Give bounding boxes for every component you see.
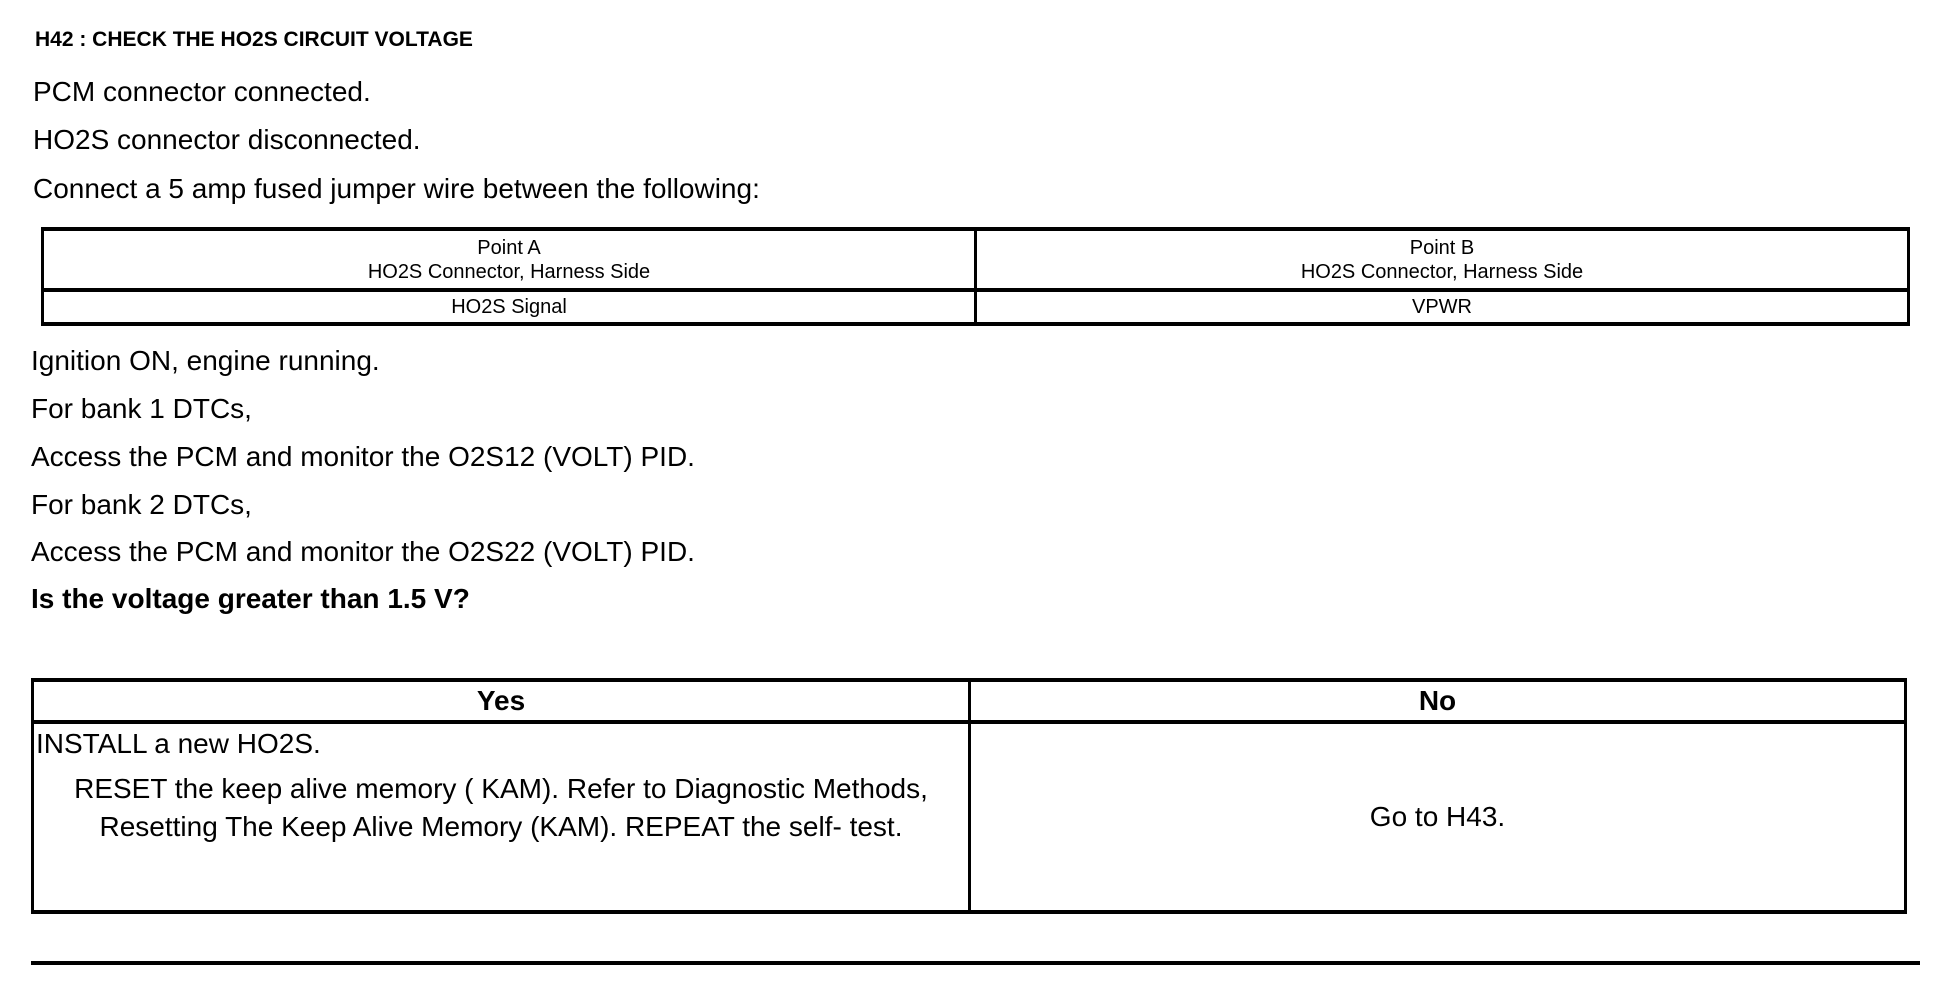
step-line: Ignition ON, engine running. — [31, 345, 380, 376]
point-b-header: Point B — [1409, 236, 1475, 259]
step-line: Access the PCM and monitor the O2S12 (VO… — [31, 441, 695, 472]
step-line: For bank 2 DTCs, — [31, 489, 252, 520]
step-line: Access the PCM and monitor the O2S22 (VO… — [31, 536, 695, 567]
point-b-header-cell: Point B HO2S Connector, Harness Side — [974, 227, 1910, 292]
result-table: Yes No INSTALL a new HO2S. RESET the kee… — [31, 678, 1907, 914]
step-line: PCM connector connected. — [33, 76, 371, 107]
point-a-sub: HO2S Connector, Harness Side — [367, 260, 651, 283]
no-header: No — [968, 678, 1907, 724]
step-line: For bank 1 DTCs, — [31, 393, 252, 424]
yes-action-cell: INSTALL a new HO2S. RESET the keep alive… — [31, 720, 971, 914]
step-line: HO2S connector disconnected. — [33, 124, 421, 155]
yes-header: Yes — [31, 678, 971, 724]
yes-action-install: INSTALL a new HO2S. — [36, 728, 321, 759]
point-b-sub: HO2S Connector, Harness Side — [1300, 260, 1584, 283]
question: Is the voltage greater than 1.5 V? — [31, 583, 470, 614]
jumper-table: Point A HO2S Connector, Harness Side Poi… — [41, 227, 1910, 326]
step-line: Connect a 5 amp fused jumper wire betwee… — [33, 173, 760, 204]
point-a-header: Point A — [477, 236, 541, 259]
point-a-value: HO2S Signal — [41, 288, 977, 326]
no-action: Go to H43. — [968, 720, 1907, 914]
point-a-header-cell: Point A HO2S Connector, Harness Side — [41, 227, 977, 292]
yes-action-reset: RESET the keep alive memory ( KAM). Refe… — [74, 773, 928, 842]
procedure-title: H42 : CHECK THE HO2S CIRCUIT VOLTAGE — [35, 28, 473, 51]
point-b-value: VPWR — [974, 288, 1910, 326]
section-divider — [31, 961, 1920, 965]
